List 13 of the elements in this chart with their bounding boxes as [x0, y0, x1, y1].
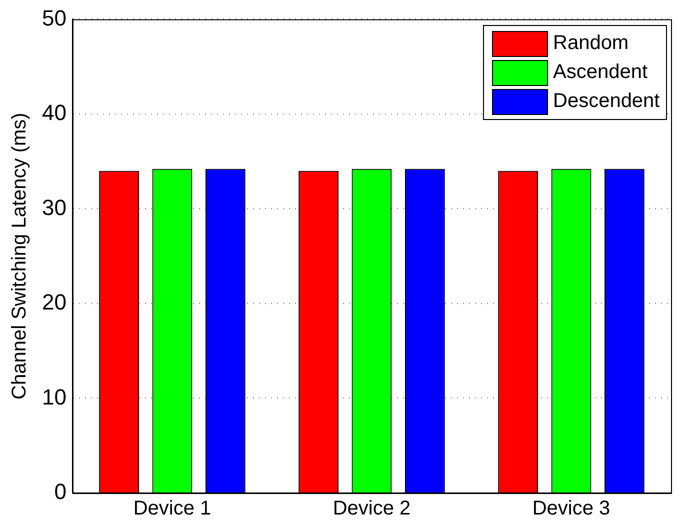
y-tick-label: 30	[42, 194, 66, 220]
y-tick-label: 50	[42, 5, 66, 30]
y-axis-title: Channel Switching Latency (ms)	[8, 112, 31, 400]
legend-label: Ascendent	[553, 61, 648, 84]
x-tick-label: Device 2	[332, 498, 411, 520]
x-tick-label: Device 3	[532, 498, 610, 520]
y-tick-label: 20	[42, 290, 66, 315]
legend-label: Descendent	[553, 90, 660, 114]
y-tick-label: 40	[42, 100, 66, 126]
x-tick-label: Device 1	[133, 498, 212, 520]
y-tick-label: 0	[54, 479, 66, 504]
y-tick-label: 10	[42, 384, 66, 410]
legend-label: Random	[553, 32, 629, 56]
